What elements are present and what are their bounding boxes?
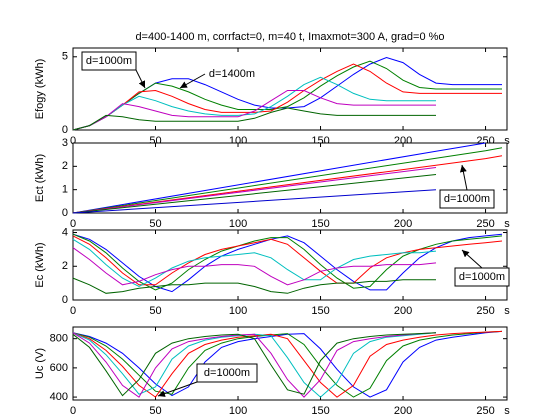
y-axis-label: Ec (kWh) [34, 242, 46, 287]
y-tick-label: 0 [62, 124, 68, 136]
annotation-arrow [461, 249, 483, 269]
series-line [72, 174, 437, 214]
y-axis-label: Uc (V) [34, 348, 46, 379]
series-line [72, 155, 503, 214]
series-line [72, 60, 502, 131]
annotation-text: d=1000m [204, 367, 250, 379]
series-line [72, 233, 503, 293]
x-tick-label: 50 [149, 405, 161, 417]
x-tick-label: 200 [394, 405, 412, 417]
x-tick-label: s [504, 218, 510, 230]
y-tick-label: 5 [62, 51, 68, 63]
annotation-text: d=1000m [444, 193, 490, 205]
axes-box [72, 326, 508, 401]
series-line [72, 142, 486, 214]
x-tick-label: 250 [476, 218, 494, 230]
y-tick-label: 400 [50, 391, 68, 403]
series-line [72, 247, 437, 286]
annotation-text: d=1400m [209, 68, 255, 80]
y-tick-label: 4 [62, 226, 68, 238]
series-line [72, 330, 503, 398]
x-tick-label: 200 [394, 305, 412, 317]
y-tick-label: 800 [50, 333, 68, 345]
series-line [72, 167, 437, 214]
series-line [72, 76, 436, 131]
series-line [72, 330, 503, 398]
series-line [72, 332, 437, 397]
x-tick-label: 100 [229, 218, 247, 230]
x-tick-label: s [504, 405, 510, 417]
series-line [72, 277, 436, 294]
x-tick-label: s [504, 305, 510, 317]
annotation-box [196, 363, 258, 383]
annotation-arrow [157, 381, 198, 397]
series-line [72, 63, 502, 131]
series-line [72, 238, 437, 288]
y-tick-label: 0 [62, 207, 68, 219]
annotation-arrow [135, 69, 146, 89]
x-tick-label: 50 [149, 305, 161, 317]
x-tick-label: 200 [394, 218, 412, 230]
annotation-text: d=1000m [459, 271, 505, 283]
y-tick-label: 2 [62, 160, 68, 172]
x-tick-label: 0 [70, 218, 76, 230]
x-tick-label: 0 [70, 405, 76, 417]
y-axis-label: Ect (kWh) [34, 154, 46, 202]
series-line [72, 235, 503, 286]
series-line [72, 189, 437, 214]
x-tick-label: 150 [311, 218, 329, 230]
y-tick-label: 2 [62, 260, 68, 272]
x-tick-label: 100 [229, 305, 247, 317]
x-tick-label: 250 [476, 405, 494, 417]
y-tick-label: 0 [62, 294, 68, 306]
x-tick-label: 50 [149, 218, 161, 230]
axes-box [72, 142, 508, 214]
y-axis-label: Efogy (kWh) [34, 59, 46, 120]
x-tick-label: 150 [311, 405, 329, 417]
y-tick-label: 3 [62, 137, 68, 149]
series-line [72, 90, 436, 131]
x-tick-label: 150 [311, 305, 329, 317]
series-line [72, 332, 437, 398]
figure-title: d=400-1400 m, corrfact=0, m=40 t, Imaxmo… [135, 31, 444, 43]
y-tick-label: 600 [50, 362, 68, 374]
x-tick-label: s [504, 135, 510, 147]
x-tick-label: 250 [476, 305, 494, 317]
annotation-box [81, 51, 137, 71]
series-line [72, 107, 436, 131]
annotation-arrow [179, 73, 206, 89]
x-tick-label: 100 [229, 405, 247, 417]
series-line [72, 330, 503, 398]
series-line [72, 147, 503, 214]
x-tick-label: 0 [70, 135, 76, 147]
y-tick-label: 1 [62, 184, 68, 196]
annotation-arrow [459, 164, 468, 191]
x-tick-label: 0 [70, 305, 76, 317]
annotation-text: d=1000m [86, 55, 132, 67]
axes-box [72, 229, 508, 301]
